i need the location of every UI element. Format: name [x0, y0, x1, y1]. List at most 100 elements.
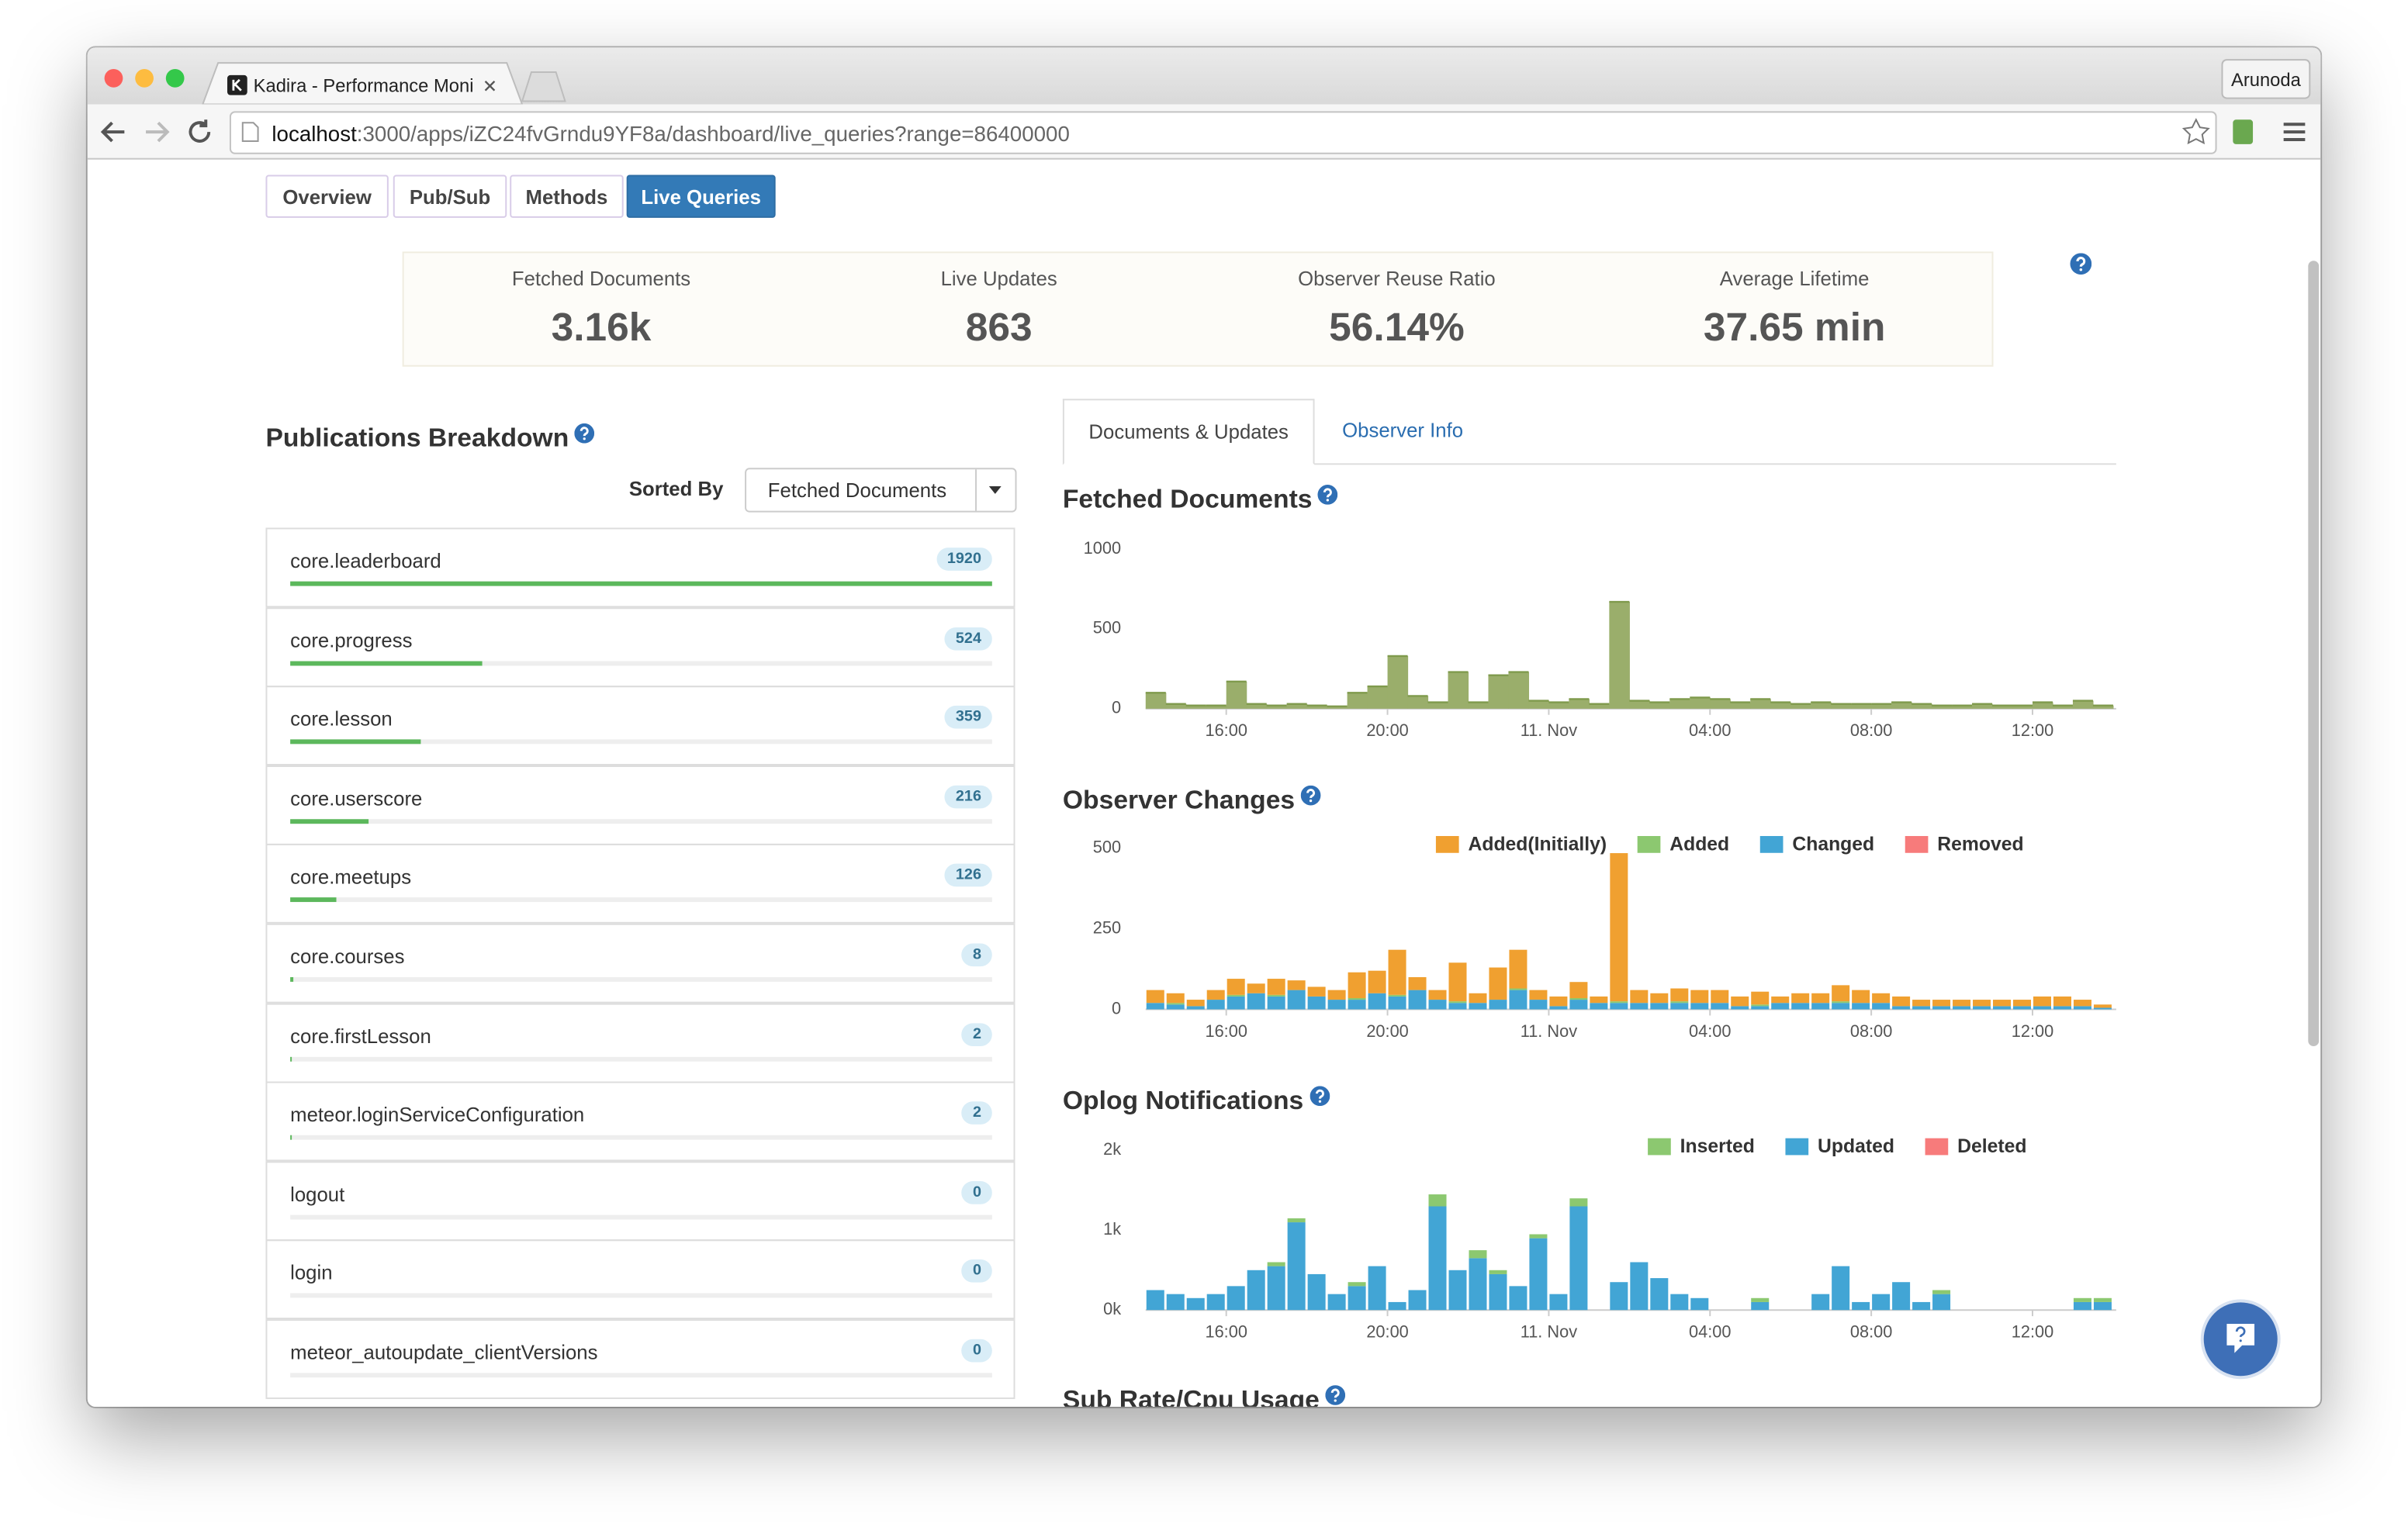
- bar-segment: [1489, 1270, 1507, 1274]
- menu-button[interactable]: [2283, 123, 2306, 141]
- area-step: [2052, 705, 2074, 709]
- section-title: Publications Breakdown: [265, 423, 595, 454]
- bar-segment: [1448, 1270, 1467, 1311]
- publication-row[interactable]: core.meetups 126: [265, 844, 1015, 924]
- bar-segment: [2073, 1297, 2091, 1302]
- publication-row[interactable]: core.leaderboard 1920: [265, 527, 1015, 608]
- bar-segment: [1186, 1297, 1205, 1311]
- publication-name: core.leaderboard: [290, 549, 441, 572]
- help-icon[interactable]: [2070, 253, 2092, 275]
- bar-segment: [1811, 1294, 1830, 1311]
- nav-tab[interactable]: Pub/Sub: [393, 174, 507, 218]
- publication-row[interactable]: core.progress 524: [265, 606, 1015, 687]
- publication-row[interactable]: login 0: [265, 1239, 1015, 1320]
- publication-name: core.progress: [290, 628, 413, 651]
- bar-segment: [1731, 996, 1749, 1007]
- bar-segment: [2093, 1297, 2112, 1302]
- bar-segment: [1912, 1006, 1931, 1010]
- publication-row[interactable]: meteor.loginServiceConfiguration 2: [265, 1081, 1015, 1162]
- area-step: [1932, 705, 1953, 709]
- sort-select[interactable]: Fetched Documents: [745, 468, 1017, 513]
- help-icon[interactable]: [575, 423, 595, 444]
- bar-segment: [1469, 1250, 1487, 1259]
- nav-tab[interactable]: Methods: [510, 174, 624, 218]
- x-tick-label: 20:00: [1366, 1322, 1408, 1342]
- summary-label: Live Updates: [940, 267, 1057, 290]
- select-divider: [975, 469, 977, 511]
- help-icon[interactable]: [1310, 1086, 1330, 1107]
- caret: [988, 486, 1002, 494]
- publication-row[interactable]: core.firstLesson 2: [265, 1002, 1015, 1083]
- address-bar[interactable]: [229, 111, 2217, 154]
- scrollbar[interactable]: [2308, 261, 2320, 1046]
- bar-segment: [2073, 1000, 2091, 1007]
- bar-segment: [1428, 990, 1447, 1000]
- nav-tab[interactable]: Live Queries: [626, 174, 776, 218]
- profile-button[interactable]: [2221, 59, 2311, 99]
- area-step: [1609, 602, 1630, 709]
- chat-button[interactable]: [2199, 1297, 2282, 1380]
- legend-swatch: [1759, 836, 1784, 853]
- bar-segment: [1509, 1286, 1527, 1311]
- area-step: [1770, 702, 1791, 709]
- help-icon[interactable]: [1318, 485, 1339, 505]
- publication-row[interactable]: meteor_autoupdate_clientVersions 0: [265, 1319, 1015, 1399]
- area-step: [1286, 703, 1308, 709]
- bar-segment: [1630, 990, 1649, 1004]
- area-step: [1427, 702, 1449, 709]
- bar-segment: [2093, 1007, 2112, 1010]
- x-tick-label: 11. Nov: [1521, 1021, 1577, 1041]
- count-badge: 8: [962, 943, 992, 967]
- url-host: localhost: [272, 121, 357, 146]
- area-step: [1690, 697, 1711, 709]
- bar-segment: [1932, 1294, 1951, 1311]
- reload-button[interactable]: [189, 119, 211, 143]
- chart-tab[interactable]: Documents & Updates: [1062, 399, 1315, 465]
- page-icon: [241, 122, 259, 142]
- help-icon[interactable]: [1301, 785, 1321, 806]
- chart-tab[interactable]: Observer Info: [1342, 418, 1464, 442]
- forward-button[interactable]: [146, 121, 170, 143]
- bar-segment: [1469, 1258, 1487, 1311]
- back-button[interactable]: [100, 121, 125, 143]
- publication-row[interactable]: core.courses 8: [265, 923, 1015, 1004]
- extension-icon[interactable]: [2233, 119, 2254, 144]
- bar-segment: [1267, 979, 1285, 995]
- publication-name: core.userscore: [290, 786, 423, 810]
- area-step: [2072, 700, 2094, 709]
- bar-segment: [1751, 1006, 1770, 1010]
- close-button[interactable]: [104, 69, 123, 88]
- area-step: [1508, 672, 1530, 709]
- bar-segment: [1448, 1003, 1467, 1010]
- new-tab[interactable]: [521, 71, 566, 102]
- bar-segment: [1650, 1278, 1669, 1311]
- progress-track: [290, 1056, 992, 1061]
- x-tick-label: 04:00: [1689, 1322, 1731, 1342]
- area-step: [1548, 702, 1569, 709]
- nav-tab[interactable]: Overview: [265, 174, 389, 218]
- bar-segment: [1408, 976, 1427, 990]
- x-tick-label: 20:00: [1366, 720, 1408, 740]
- bar-segment: [1166, 993, 1185, 1004]
- bar-segment: [1348, 972, 1366, 998]
- bar-segment: [1690, 1003, 1709, 1010]
- x-tick-label: 04:00: [1689, 720, 1731, 740]
- x-tick-label: 11. Nov: [1521, 720, 1577, 740]
- help-icon[interactable]: [1325, 1385, 1346, 1405]
- y-tick-label: 0k: [1103, 1299, 1121, 1318]
- bar-segment: [1832, 1001, 1850, 1004]
- area-step: [1952, 705, 1973, 709]
- zoom-button[interactable]: [165, 69, 185, 88]
- publication-row[interactable]: core.lesson 359: [265, 686, 1015, 766]
- url-path: :3000/apps/iZC24fvGrndu9YF8a/dashboard/l…: [356, 121, 1070, 146]
- publication-row[interactable]: logout 0: [265, 1160, 1015, 1241]
- publication-row[interactable]: core.userscore 216: [265, 765, 1015, 845]
- area-step: [1710, 699, 1731, 709]
- bar-segment: [1973, 1000, 1991, 1007]
- bar-segment: [1912, 1000, 1931, 1007]
- bookmark-star[interactable]: [2181, 118, 2210, 145]
- bar-segment: [1206, 990, 1225, 1000]
- tab-close[interactable]: [484, 80, 496, 92]
- y-tick-label: 1k: [1103, 1219, 1121, 1239]
- minimize-button[interactable]: [135, 69, 154, 88]
